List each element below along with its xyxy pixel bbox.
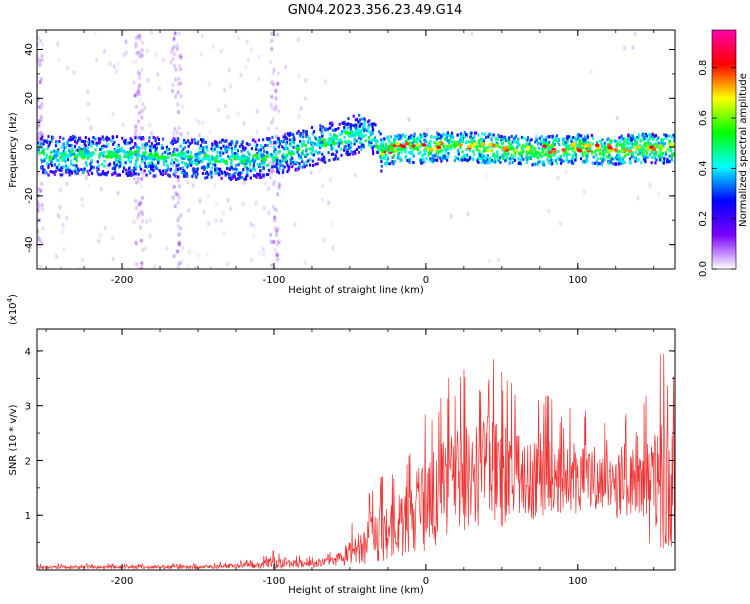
snr-x-tick-label: 100 [568, 576, 587, 587]
spectrogram-y-label: Frequency (Hz) [8, 112, 19, 188]
snr-y-tick-label: 2 [25, 456, 31, 467]
colorbar-tick-label: 0.8 [698, 60, 709, 76]
spectrogram-x-tick-label: 0 [423, 275, 429, 286]
colorbar-gradient [711, 29, 737, 270]
spectrogram-y-tick-label: 40 [24, 43, 35, 56]
snr-x-axis: -200 -100 0 100 [45, 329, 655, 587]
snr-x-label: Height of straight line (km) [288, 585, 424, 596]
snr-panel: -200 -100 0 100 1 2 3 4 Height of straight lin… [6, 294, 676, 596]
snr-y-tick-label: 1 [25, 511, 31, 522]
spectrogram-x-axis: -200 -100 0 100 [45, 30, 655, 286]
snr-frame [36, 328, 676, 571]
spectrogram-y-axis: -40 -20 0 20 40 [24, 43, 675, 270]
snr-x-tick-label: -100 [263, 576, 286, 587]
snr-series-line [37, 353, 675, 570]
spectrogram-frame [36, 29, 676, 270]
spectrogram-x-tick-label: -100 [263, 275, 286, 286]
colorbar-tick-label: 0.0 [698, 261, 709, 277]
figure-title: GN04.2023.356.23.49.G14 [288, 3, 463, 18]
spectrogram-y-tick-label: 0 [24, 144, 35, 150]
colorbar-ticks: 0.0 0.2 0.4 0.6 0.8 [698, 60, 736, 277]
snr-x-tick-label: 0 [423, 576, 429, 587]
spectrogram-y-tick-label: -40 [24, 236, 35, 252]
spectrogram-x-tick-label: -200 [111, 275, 134, 286]
spectrogram-y-tick-label: 20 [24, 92, 35, 105]
colorbar-label: Normalized spectral amplitude [738, 73, 749, 227]
snr-scale-factor: (x104) [6, 294, 19, 325]
spectrogram-image [37, 30, 675, 269]
snr-y-axis: 1 2 3 4 [25, 347, 675, 544]
colorbar-tick-label: 0.2 [698, 211, 709, 227]
spectrogram-x-tick-label: 100 [568, 275, 587, 286]
snr-plot-area [37, 353, 675, 570]
snr-y-label: SNR (10 * v/v) [8, 404, 19, 475]
colorbar: 0.0 0.2 0.4 0.6 0.8 Normalized spectral ampl… [698, 29, 749, 277]
snr-y-tick-label: 3 [25, 402, 31, 413]
colorbar-tick-label: 0.4 [698, 160, 709, 176]
snr-y-tick-label: 4 [25, 347, 31, 358]
snr-x-tick-label: -200 [111, 576, 134, 587]
spectrogram-x-label: Height of straight line (km) [288, 285, 424, 296]
spectrogram-y-tick-label: -20 [24, 188, 35, 204]
spectrogram-signal-band [37, 113, 675, 181]
colorbar-tick-label: 0.6 [698, 110, 709, 126]
